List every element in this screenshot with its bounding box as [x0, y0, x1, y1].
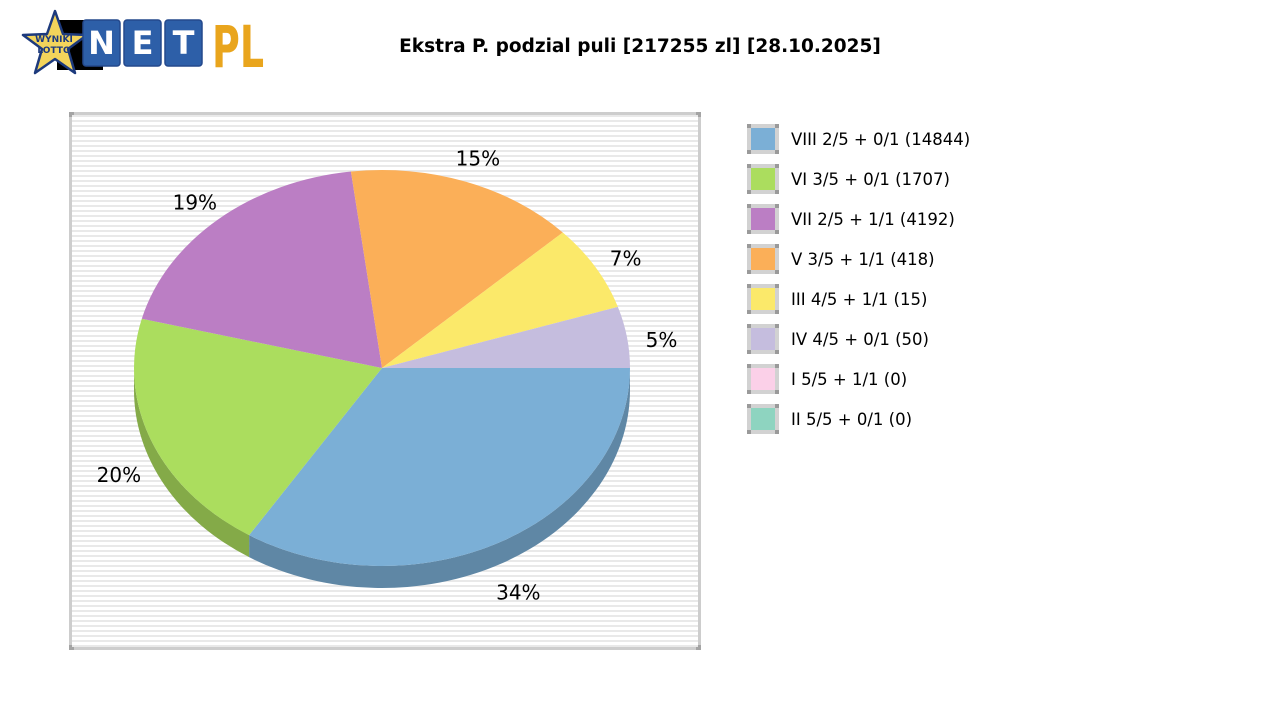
logo-net-box: [82, 19, 121, 67]
legend-item: VIII 2/5 + 0/1 (14844): [747, 124, 970, 154]
logo-net-box: [123, 19, 162, 67]
pie-slice-rim: [134, 368, 250, 558]
legend-item: I 5/5 + 1/1 (0): [747, 364, 970, 394]
slice-percent-label: 20%: [97, 463, 141, 487]
legend-swatch: [747, 324, 779, 354]
page-title: Ekstra P. podzial puli [217255 zl] [28.1…: [399, 36, 881, 57]
legend-item: III 4/5 + 1/1 (15): [747, 284, 970, 314]
legend-swatch-color: [751, 128, 775, 150]
legend-swatch: [747, 164, 779, 194]
legend-swatch-color: [751, 288, 775, 310]
legend-swatch-color: [751, 408, 775, 430]
legend-swatch-color: [751, 368, 775, 390]
logo-net-letter: N: [88, 24, 115, 62]
logo-suffix: PL: [212, 13, 264, 81]
legend-label: III 4/5 + 1/1 (15): [791, 289, 928, 309]
legend-swatch: [747, 284, 779, 314]
legend-label: IV 4/5 + 0/1 (50): [791, 329, 929, 349]
slice-percent-label: 34%: [496, 580, 540, 604]
legend-item: VII 2/5 + 1/1 (4192): [747, 204, 970, 234]
legend-label: VIII 2/5 + 0/1 (14844): [791, 129, 971, 149]
legend-item: VI 3/5 + 0/1 (1707): [747, 164, 970, 194]
logo-star-text-2: LOTTO: [37, 46, 71, 56]
legend-label: VII 2/5 + 1/1 (4192): [791, 209, 955, 229]
legend-label: II 5/5 + 0/1 (0): [791, 409, 913, 429]
legend-swatch: [747, 244, 779, 274]
pie-slice: [141, 171, 382, 368]
logo-net-letter: E: [132, 24, 154, 62]
slice-percent-label: 7%: [610, 246, 642, 270]
legend-swatch-color: [751, 328, 775, 350]
legend-item: V 3/5 + 1/1 (418): [747, 244, 970, 274]
legend-swatch-color: [751, 248, 775, 270]
slice-percent-label: 19%: [173, 191, 217, 215]
pie-slice: [134, 318, 382, 536]
pie-slice-rim: [249, 368, 630, 588]
pie-slice: [350, 170, 563, 368]
legend-swatch-color: [751, 168, 775, 190]
logo-net-letter: T: [173, 24, 195, 62]
legend-item: IV 4/5 + 0/1 (50): [747, 324, 970, 354]
legend-label: I 5/5 + 1/1 (0): [791, 369, 908, 389]
legend-label: V 3/5 + 1/1 (418): [791, 249, 935, 269]
pie-slice: [382, 232, 618, 368]
legend-swatch: [747, 204, 779, 234]
legend-swatch: [747, 124, 779, 154]
pie-slice: [249, 368, 630, 566]
legend-item: II 5/5 + 0/1 (0): [747, 404, 970, 434]
legend-swatch-color: [751, 208, 775, 230]
logo-net-box: [164, 19, 203, 67]
site-logo[interactable]: WYNIKI LOTTO N E T PL: [16, 4, 266, 82]
pie-chart-panel: 34% 20% 19% 15% 7% 5%: [69, 112, 701, 650]
legend-swatch: [747, 364, 779, 394]
legend: VIII 2/5 + 0/1 (14844) VI 3/5 + 0/1 (1707…: [747, 124, 970, 444]
legend-swatch: [747, 404, 779, 434]
slice-percent-label: 15%: [456, 147, 500, 171]
legend-label: VI 3/5 + 0/1 (1707): [791, 169, 950, 189]
pie-slice: [382, 306, 630, 368]
logo-star-text-1: WYNIKI: [35, 35, 73, 45]
slice-percent-label: 5%: [646, 328, 678, 352]
pie-chart-svg: 34% 20% 19% 15% 7% 5%: [97, 147, 678, 605]
star-icon: [21, 9, 89, 75]
plot-area: 34% 20% 19% 15% 7% 5%: [72, 115, 698, 647]
